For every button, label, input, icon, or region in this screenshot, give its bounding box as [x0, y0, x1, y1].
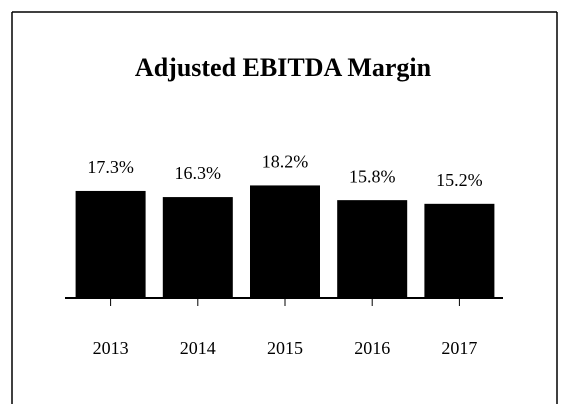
value-label: 17.3%: [87, 157, 134, 177]
bar: [250, 185, 320, 297]
x-tick-label: 2017: [441, 338, 477, 358]
x-tick-label: 2015: [267, 338, 303, 358]
x-tick-label: 2013: [93, 338, 129, 358]
x-tick-label: 2016: [354, 338, 390, 358]
value-label: 16.3%: [175, 163, 222, 183]
value-label: 15.8%: [349, 166, 396, 186]
bar: [162, 197, 233, 297]
x-tick-label: 2014: [180, 338, 216, 358]
value-label: 18.2%: [262, 152, 309, 172]
bar: [75, 190, 146, 297]
value-label: 15.2%: [436, 170, 483, 190]
bar: [337, 200, 408, 297]
chart-title: Adjusted EBITDA Margin: [135, 53, 432, 82]
bar: [424, 203, 495, 297]
